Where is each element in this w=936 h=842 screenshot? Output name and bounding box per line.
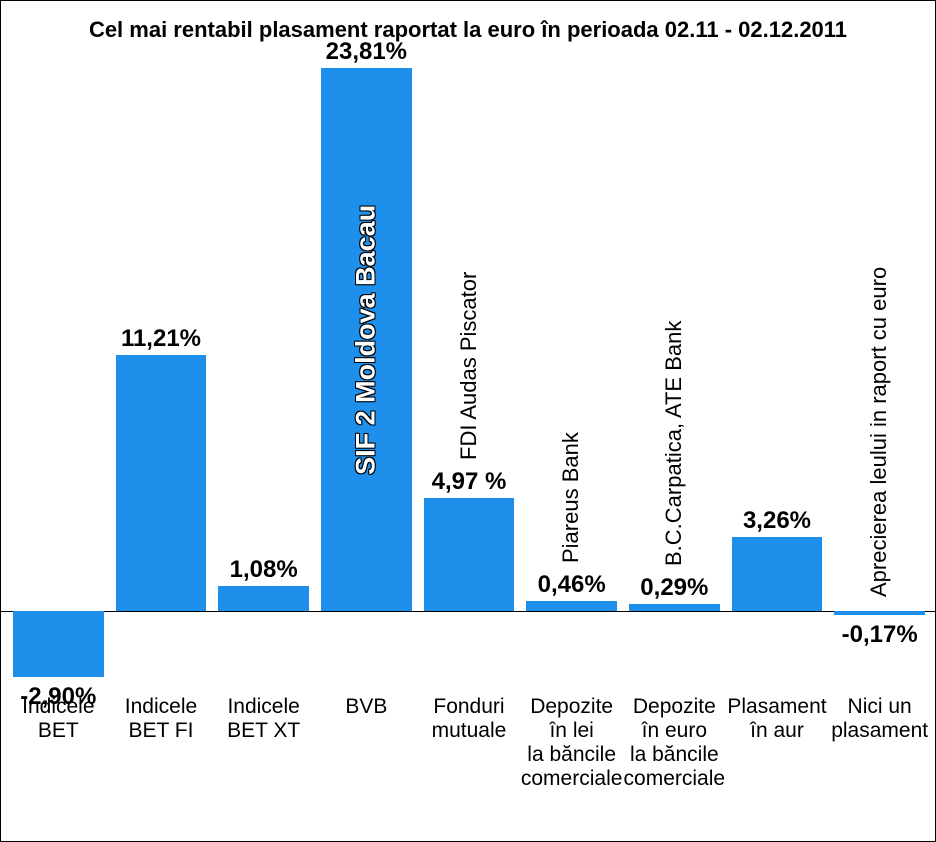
bar [218,586,308,611]
bar-value-label: 0,29% [623,574,726,602]
bar [13,611,103,677]
bar [732,537,822,611]
x-axis-label: Depozite în euro la băncile comerciale [623,695,726,792]
x-axis-label: BVB [315,695,418,719]
bar-value-label: 23,81% [315,38,418,66]
chart-title: Cel mai rentabil plasament raportat la e… [1,17,935,43]
bar-value-label: 1,08% [212,556,315,584]
x-axis-label: Indicele BET FI [110,695,213,743]
x-axis-label: Indicele BET [7,695,110,743]
bar-annotation: Piareus Bank [520,223,623,563]
bar [834,611,924,615]
bar [424,498,514,611]
chart-container: Cel mai rentabil plasament raportat la e… [0,0,936,842]
bar [526,601,616,611]
bar-value-label: -0,17% [828,621,931,649]
x-axis-label: Depozite în lei la băncile comerciale [520,695,623,792]
bar-value-label: 0,46% [520,571,623,599]
bar-annotation: FDI Audas Piscator [418,120,521,460]
bar-annotation: B.C.Carpatica, ATE Bank [623,226,726,566]
x-axis-label: Nici un plasament [828,695,931,743]
bar-value-label: 11,21% [110,325,213,353]
x-axis-label: Plasament în aur [726,695,829,743]
bar [629,604,719,611]
bar-annotation: Aprecierea leului in raport cu euro [828,257,931,597]
bar [116,355,206,611]
x-axis-label: Indicele BET XT [212,695,315,743]
bar-annotation-in-bar: SIF 2 Moldova Bacau [315,68,418,611]
x-axis-label: Fonduri mutuale [418,695,521,743]
bar-value-label: 4,97 % [418,468,521,496]
bar-value-label: 3,26% [726,507,829,535]
x-axis-line [1,611,935,612]
